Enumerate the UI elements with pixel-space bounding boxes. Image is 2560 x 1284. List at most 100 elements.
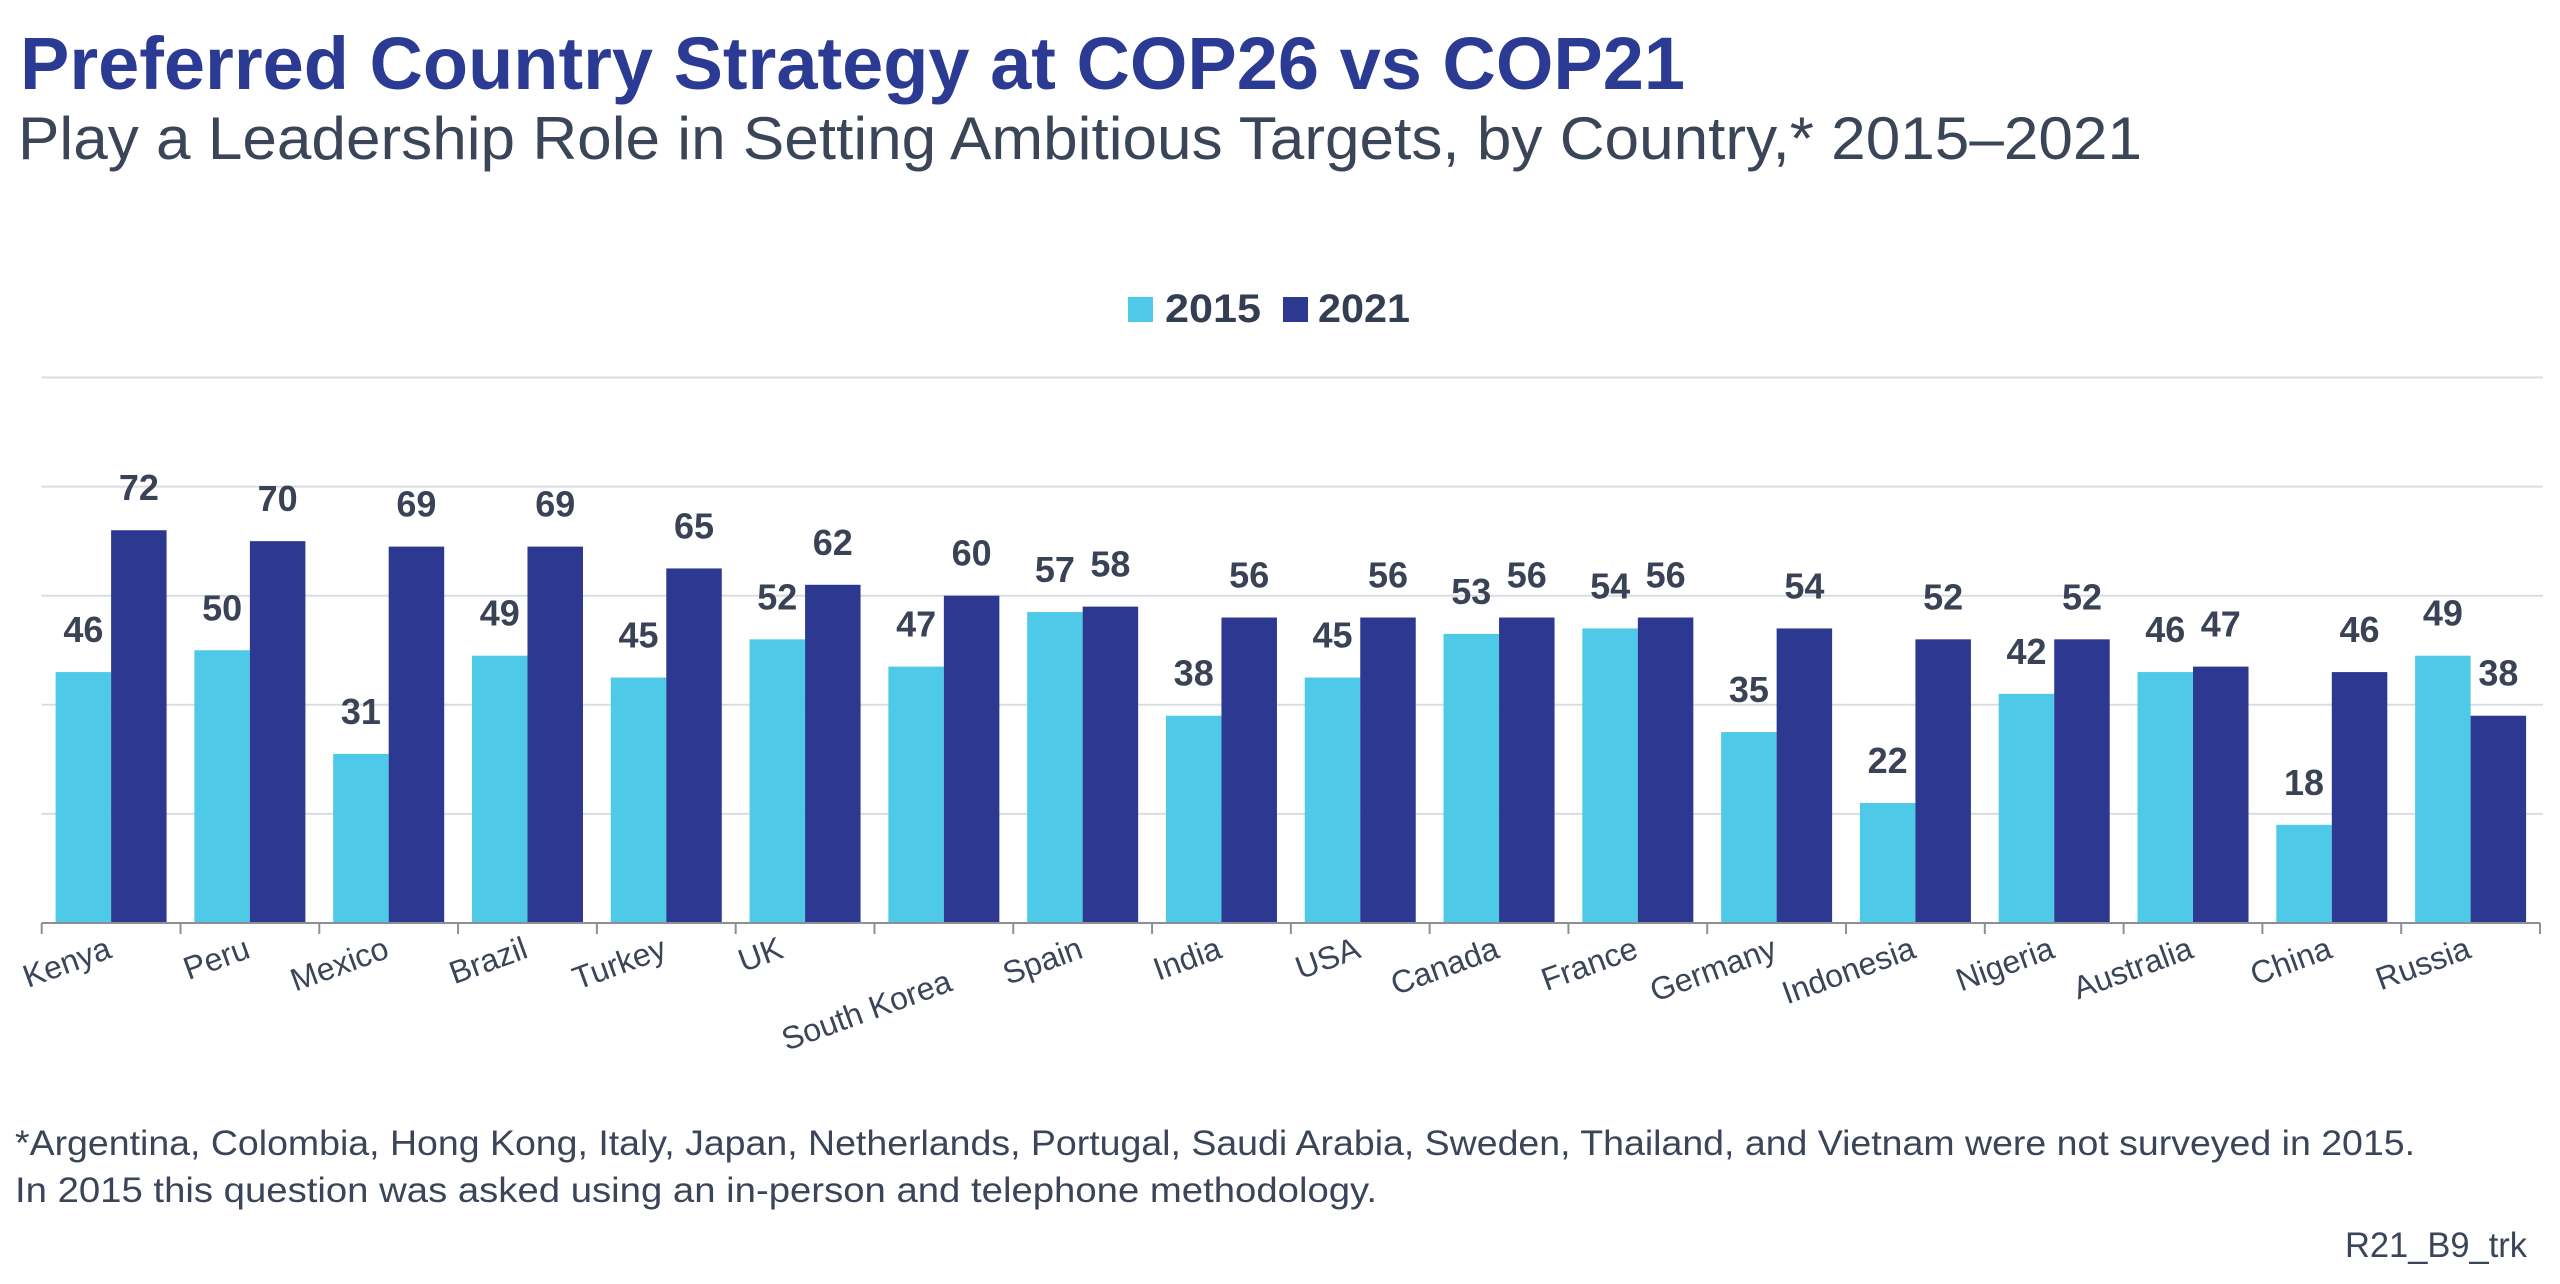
bar-2021-china <box>2331 672 2388 923</box>
x-tick-label: Australia <box>2068 930 2197 1006</box>
data-label: 31 <box>341 691 381 732</box>
data-label: 46 <box>63 609 103 650</box>
data-label: 56 <box>1368 555 1408 596</box>
bar-2021-turkey <box>666 568 722 923</box>
bar-2015-spain <box>1027 612 1083 923</box>
legend-label-2015: 2015 <box>1165 287 1261 331</box>
footnote: *Argentina, Colombia, Hong Kong, Italy, … <box>15 1124 2527 1265</box>
data-label: 38 <box>2478 653 2518 694</box>
bar-2021-france <box>1637 617 1694 923</box>
chart-code: R21_B9_trk <box>2345 1226 2527 1265</box>
bar-2021-usa <box>1360 617 1416 923</box>
bar-2021-kenya <box>111 530 167 923</box>
bar-2021-australia <box>2193 666 2249 923</box>
data-label: 42 <box>2006 631 2046 672</box>
x-tick-label: Turkey <box>568 930 671 997</box>
x-tick-label: South Korea <box>777 963 957 1058</box>
x-tick-label: Brazil <box>444 930 532 991</box>
bar-2015-peru <box>194 650 250 923</box>
x-tick-label: Russia <box>2371 930 2475 997</box>
data-label: 45 <box>619 615 659 656</box>
x-tick-label: India <box>1148 930 1226 988</box>
bar-2015-australia <box>2137 672 2194 923</box>
data-label: 62 <box>813 522 853 563</box>
data-label: 58 <box>1090 544 1130 585</box>
x-tick-label: Peru <box>178 930 254 987</box>
data-label: 69 <box>535 484 575 525</box>
bar-2021-mexico <box>388 546 445 923</box>
bar-2021-indonesia <box>1915 639 1971 923</box>
bar-2021-south-korea <box>943 595 1000 923</box>
data-label: 56 <box>1646 555 1686 596</box>
bar-2015-china <box>2276 824 2332 923</box>
bar-2015-france <box>1582 628 1638 923</box>
bar-2021-brazil <box>527 546 583 923</box>
chart-subtitle: Play a Leadership Role in Setting Ambiti… <box>18 105 2142 172</box>
data-label: 47 <box>2201 604 2241 645</box>
data-label: 50 <box>202 587 242 628</box>
data-label: 56 <box>1229 555 1269 596</box>
bar-2021-germany <box>1776 628 1833 923</box>
plot-area: 46 72 50 70 31 69 49 69 45 65 52 62 47 60 57 58 38 56 45 56… <box>18 376 2543 1058</box>
x-tick-label: Nigeria <box>1951 930 2059 999</box>
x-tick-label: Canada <box>1386 930 1504 1002</box>
data-label: 38 <box>1174 653 1214 694</box>
data-label: 60 <box>952 533 992 574</box>
data-label: 53 <box>1451 571 1491 612</box>
data-label: 49 <box>480 593 520 634</box>
bar-2015-mexico <box>333 753 389 923</box>
data-label: 18 <box>2284 762 2324 803</box>
data-label: 57 <box>1035 549 1075 590</box>
data-label: 49 <box>2423 593 2463 634</box>
bar-2015-south-korea <box>888 666 944 923</box>
bar-2015-india <box>1165 715 1222 923</box>
data-label: 22 <box>1868 740 1908 781</box>
data-label: 54 <box>1784 565 1824 606</box>
data-label: 72 <box>119 467 159 508</box>
x-tick-label: Indonesia <box>1777 930 1920 1011</box>
x-tick-label: USA <box>1290 930 1365 987</box>
footnote-line-1: *Argentina, Colombia, Hong Kong, Italy, … <box>15 1124 2415 1163</box>
bar-2015-germany <box>1721 732 1777 923</box>
bar-2015-uk <box>749 639 806 923</box>
bar-2015-indonesia <box>1859 802 1916 923</box>
data-label: 69 <box>396 484 436 525</box>
x-tick-label: UK <box>733 930 787 979</box>
footnote-line-2: In 2015 this question was asked using an… <box>15 1171 1377 1210</box>
bar-2015-russia <box>2415 655 2471 923</box>
bar-2015-canada <box>1443 633 1500 923</box>
data-label: 52 <box>1923 576 1963 617</box>
legend: 2015 2021 <box>1128 287 1410 331</box>
bar-2015-usa <box>1304 677 1361 923</box>
data-label: 35 <box>1729 669 1769 710</box>
x-tick-label: China <box>2245 930 2336 992</box>
x-tick-label: Germany <box>1645 930 1781 1009</box>
bar-2021-peru <box>249 541 306 923</box>
x-tick-label: France <box>1536 930 1642 998</box>
bar-2021-spain <box>1082 606 1139 923</box>
bar-2021-uk <box>805 584 861 923</box>
legend-swatch-2015 <box>1128 297 1153 322</box>
bar-2015-nigeria <box>1998 693 2055 923</box>
data-label: 70 <box>258 478 298 519</box>
bar-2021-nigeria <box>2054 639 2110 923</box>
legend-label-2021: 2021 <box>1318 287 1410 331</box>
legend-swatch-2021 <box>1283 297 1308 322</box>
data-label: 56 <box>1507 555 1547 596</box>
x-tick-label: Spain <box>998 930 1087 992</box>
bar-2021-india <box>1221 617 1277 923</box>
x-tick-label: Mexico <box>286 930 394 998</box>
data-label: 45 <box>1312 615 1352 656</box>
chart-title: Preferred Country Strategy at COP26 vs C… <box>20 22 1685 105</box>
data-label: 47 <box>896 604 936 645</box>
data-label: 54 <box>1590 565 1630 606</box>
data-label: 46 <box>2340 609 2380 650</box>
data-label: 52 <box>2062 576 2102 617</box>
bar-2021-canada <box>1499 617 1555 923</box>
x-tick-label: Kenya <box>18 930 116 995</box>
data-label: 52 <box>757 576 797 617</box>
data-label: 46 <box>2145 609 2185 650</box>
data-label: 65 <box>674 505 714 546</box>
bar-2015-turkey <box>610 677 667 923</box>
